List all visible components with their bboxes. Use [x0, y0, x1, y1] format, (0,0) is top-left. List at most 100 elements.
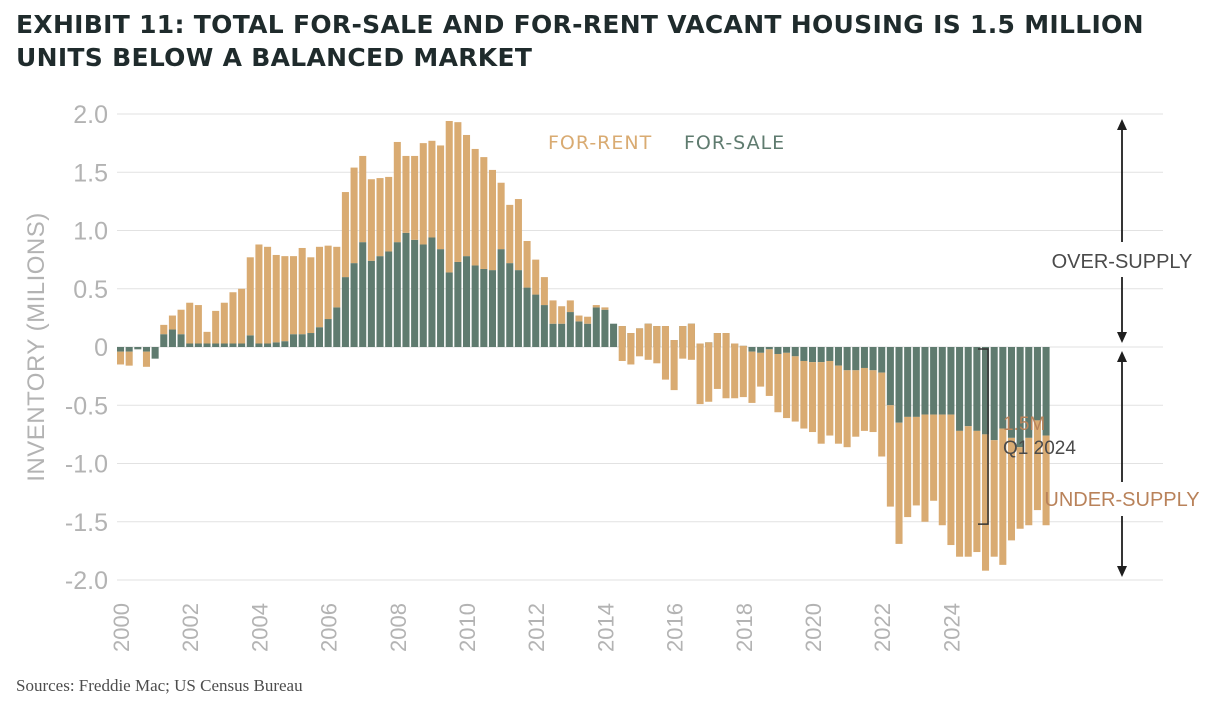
bar-for-sale	[912, 347, 920, 417]
bar-for-rent	[281, 256, 289, 342]
y-tick-label: -0.5	[65, 392, 108, 420]
bar-for-rent	[644, 323, 652, 360]
bar-for-rent	[212, 310, 220, 344]
y-tick-label: -1.0	[65, 451, 108, 479]
bar-for-rent	[540, 277, 548, 306]
bar-for-rent	[229, 292, 237, 344]
bar-for-sale	[809, 347, 817, 363]
bar-for-rent	[817, 362, 825, 444]
bar-for-sale	[359, 242, 367, 347]
bar-for-rent	[117, 351, 125, 365]
bar-for-sale	[748, 347, 756, 352]
bar-for-sale	[350, 263, 358, 347]
bar-for-rent	[341, 192, 349, 278]
bar-for-rent	[904, 416, 912, 518]
bar-for-sale	[246, 335, 254, 347]
bar-for-sale	[982, 347, 990, 435]
bar-for-rent	[1025, 437, 1033, 526]
bar-for-sale	[973, 347, 981, 431]
x-tick-label: 2010	[455, 603, 480, 652]
bar-for-rent	[800, 360, 808, 429]
over-supply-label: OVER-SUPPLY	[1052, 251, 1193, 273]
bar-for-rent	[186, 302, 194, 344]
over-supply-arrowhead-down	[1117, 332, 1127, 343]
bar-for-sale	[886, 347, 894, 406]
x-tick-label: 2002	[178, 603, 203, 652]
y-tick-label: -1.5	[65, 509, 108, 537]
bar-for-sale	[168, 329, 176, 347]
x-tick-label: 2004	[247, 603, 272, 652]
bar-for-rent	[532, 259, 540, 295]
bar-for-rent	[661, 326, 669, 380]
legend: FOR-RENT FOR-SALE	[548, 132, 784, 154]
x-tick-label: 2024	[939, 603, 964, 652]
x-tick-label: 2006	[317, 603, 342, 652]
bar-for-rent	[774, 353, 782, 413]
bar-for-sale	[445, 272, 453, 347]
bar-for-rent	[592, 305, 600, 308]
bar-for-rent	[168, 315, 176, 330]
bar-for-sale	[783, 347, 791, 353]
bar-for-rent	[488, 169, 496, 271]
bar-for-rent	[463, 134, 471, 257]
bar-for-sale	[229, 343, 237, 347]
bar-for-rent	[307, 257, 315, 334]
x-tick-label: 2016	[663, 603, 688, 652]
bar-for-sale	[402, 232, 410, 347]
bar-for-rent	[791, 356, 799, 422]
legend-for-rent: FOR-RENT	[548, 132, 652, 154]
bar-for-sale	[480, 268, 488, 347]
gap-value-label: 1.5M	[1003, 414, 1045, 435]
bar-for-rent	[367, 179, 375, 261]
bar-for-rent	[445, 120, 453, 273]
bar-for-rent	[912, 416, 920, 506]
bar-for-sale	[956, 347, 964, 431]
gap-period-label: Q1 2024	[1003, 438, 1076, 459]
y-tick-label: 2.0	[73, 101, 108, 129]
source-note: Sources: Freddie Mac; US Census Bureau	[16, 676, 303, 695]
bar-for-rent	[705, 342, 713, 402]
bar-for-rent	[809, 362, 817, 433]
x-tick-label: 2018	[732, 603, 757, 652]
bar-for-rent	[783, 352, 791, 419]
bar-for-sale	[938, 347, 946, 415]
bar-for-sale	[255, 343, 263, 347]
bar-for-sale	[298, 334, 306, 347]
bar-for-rent	[696, 343, 704, 405]
bar-for-rent	[454, 122, 462, 262]
bar-for-rent	[999, 428, 1007, 565]
bar-for-rent	[722, 333, 730, 399]
bar-for-sale	[411, 239, 419, 347]
bar-for-sale	[506, 263, 514, 347]
bar-for-sale	[540, 305, 548, 347]
bar-for-sale	[220, 343, 228, 347]
bar-for-sale	[333, 307, 341, 347]
bar-for-sale	[921, 347, 929, 415]
bar-for-sale	[817, 347, 825, 363]
bar-for-sale	[592, 307, 600, 347]
chart-title-line-2: UNITS BELOW A BALANCED MARKET	[16, 43, 533, 72]
bar-for-sale	[895, 347, 903, 423]
housing-vacancy-chart: 2.0 1.5 1.0 0.5 0 -0.5 -1.0 -1.5 -2.0 INVENTORY (…	[23, 101, 1200, 652]
bar-for-rent	[990, 440, 998, 557]
bar-for-rent	[359, 155, 367, 243]
bar-for-sale	[514, 270, 522, 347]
bar-for-sale	[385, 251, 393, 347]
bar-for-sale	[264, 343, 272, 347]
bar-for-sale	[774, 347, 782, 354]
bar-for-rent	[324, 245, 332, 320]
bar-for-rent	[973, 430, 981, 553]
bar-for-rent	[497, 182, 505, 250]
bar-for-rent	[177, 309, 185, 335]
bar-for-sale	[843, 347, 851, 371]
bar-for-rent	[194, 305, 202, 344]
bar-for-rent	[419, 143, 427, 245]
bar-for-sale	[904, 347, 912, 417]
bar-for-sale	[324, 319, 332, 347]
bar-for-rent	[376, 178, 384, 257]
bar-for-rent	[921, 414, 929, 522]
bar-for-rent	[575, 315, 583, 322]
x-tick-label: 2022	[870, 603, 895, 652]
bar-for-rent	[523, 240, 531, 288]
bar-for-rent	[203, 331, 211, 344]
